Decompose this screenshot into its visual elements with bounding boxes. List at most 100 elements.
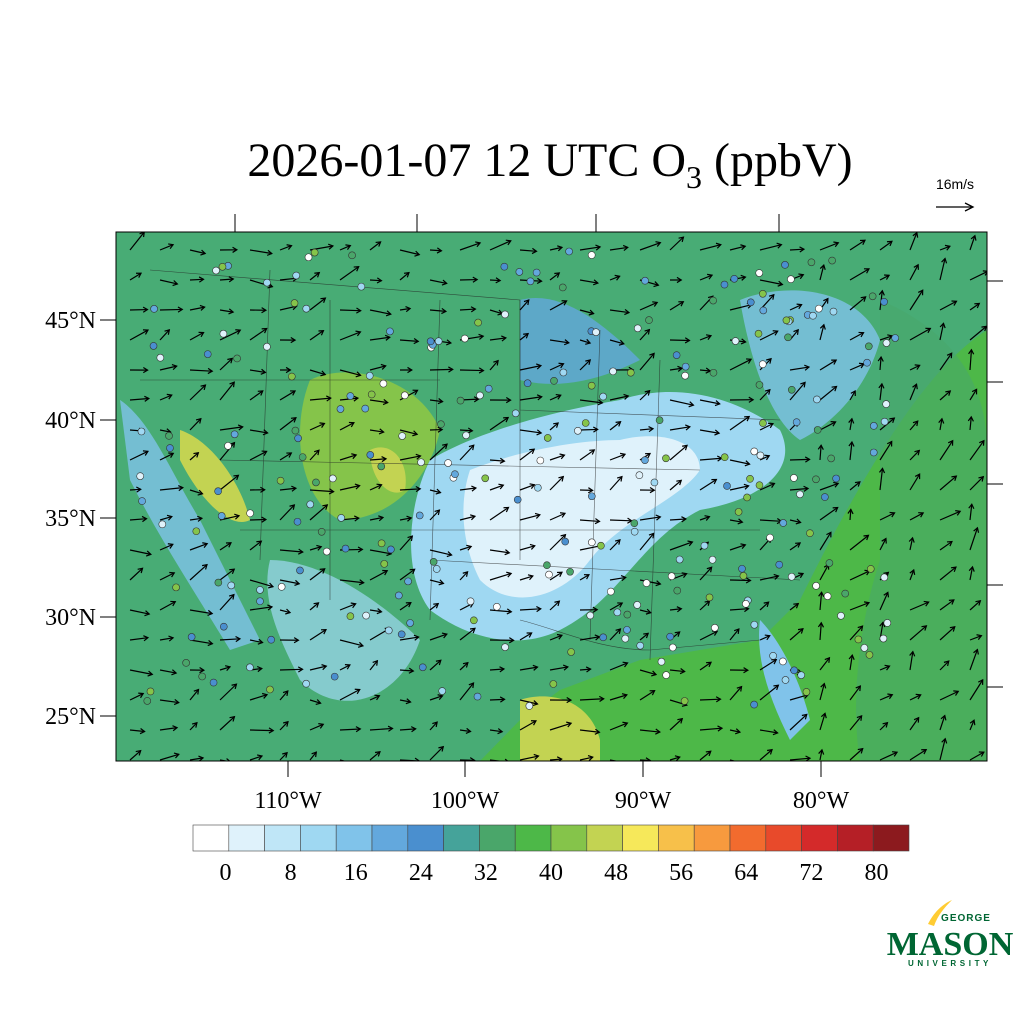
wind-arrow-shaft [549,600,560,611]
wind-arrow-shaft [789,366,810,371]
wind-arrow-shaft [909,289,924,311]
wind-arrow-shaft [969,649,978,671]
wind-arrow-head [938,417,945,424]
station [708,555,717,564]
station [233,354,241,363]
wind-arrow [699,399,721,407]
wind-arrow-shaft [639,532,655,551]
wind-arrow-head [297,666,304,673]
wind-arrow-head [523,332,530,339]
wind-arrow-head [166,514,173,521]
wind-arrow [309,504,329,521]
wind-arrow [759,658,778,671]
wind-arrow-shaft [939,541,953,551]
wind-arrow-head [372,659,379,666]
wind-arrow-head [743,667,750,674]
wind-arrow-shaft [909,264,919,281]
wind-arrow-head [266,249,273,256]
wind-arrow-head [407,535,414,542]
wind-arrow-shaft [549,363,564,371]
wind-arrow-shaft [699,750,712,761]
colorbar-tick-label: 80 [864,860,888,886]
wind-arrow [729,358,753,371]
wind-arrow-shaft [549,394,561,401]
wind-arrow-head [621,693,628,699]
wind-arrow-head [884,274,891,280]
wind-arrow [669,606,683,613]
wind-arrow [579,244,602,251]
wind-arrow-shaft [669,608,682,611]
wind-arrow-shaft [669,479,682,491]
station [476,391,484,400]
wind-arrow [909,449,921,461]
wind-arrow [399,568,416,581]
wind-arrow-head [847,508,854,515]
wind-arrow [339,639,365,648]
wind-arrow-shaft [459,662,469,671]
station [880,417,889,426]
station [807,258,816,267]
wind-arrow-head [678,236,685,243]
wind-arrow-head [438,745,445,752]
wind-arrow-head [381,455,388,463]
wind-arrow-head [859,239,866,246]
wind-arrow-head [345,244,352,250]
wind-arrow [519,394,543,401]
wind-arrow [339,664,351,671]
station [705,593,714,602]
logo-bottom: UNIVERSITY [908,959,992,968]
wind-arrow-head [594,518,601,525]
wind-arrow-head [967,415,974,422]
wind-arrow-head [676,276,683,284]
wind-arrow [369,398,389,406]
wind-arrow-head [831,385,838,392]
colorbar-swatch [765,824,802,852]
wind-arrow-head [886,240,893,247]
wind-arrow [969,648,979,671]
wind-arrow [339,453,358,461]
wind-arrow-shaft [369,549,392,555]
wind-arrow-head [914,364,921,370]
wind-arrow-head [261,692,269,699]
wind-arrow-head [142,366,149,374]
wind-arrow-head [977,678,984,685]
wind-arrow-shaft [249,639,263,644]
wind-arrow [909,232,919,251]
wind-arrow-head [198,276,205,283]
wind-arrow [879,693,894,701]
wind-arrow-shaft [969,566,974,581]
station [626,368,635,377]
wind-arrow-shaft [189,639,213,645]
station [746,298,755,307]
wind-arrow-head [435,488,442,495]
wind-arrow-head [318,723,325,729]
wind-arrow [519,574,534,581]
wind-arrow-head [501,335,508,342]
wind-arrow [519,753,540,761]
wind-arrow [279,452,293,461]
wind-arrow-head [976,634,983,640]
wind-arrow-shaft [189,489,203,495]
wind-arrow-shaft [609,339,624,345]
wind-arrow [669,444,688,461]
wind-arrow-shaft [759,601,770,611]
wind-arrow [399,485,422,493]
wind-arrow-shaft [819,622,822,641]
wind-arrow [189,304,206,311]
wind-arrow [939,540,953,551]
wind-arrow-shaft [339,331,361,341]
wind-arrow-head [773,684,780,691]
station [387,545,395,554]
wind-arrow-head [556,571,563,578]
wind-arrow [639,669,658,677]
wind-arrow-head [589,449,596,455]
wind-arrow-shaft [729,686,743,701]
wind-arrow-shaft [669,541,693,551]
wind-arrow-head [313,602,320,608]
wind-arrow [489,239,512,251]
colorbar-swatch [622,824,659,852]
wind-arrow-head [889,511,896,518]
wind-arrow-shaft [189,689,199,701]
wind-arrow [219,542,232,551]
wind-arrow-head [955,510,962,516]
